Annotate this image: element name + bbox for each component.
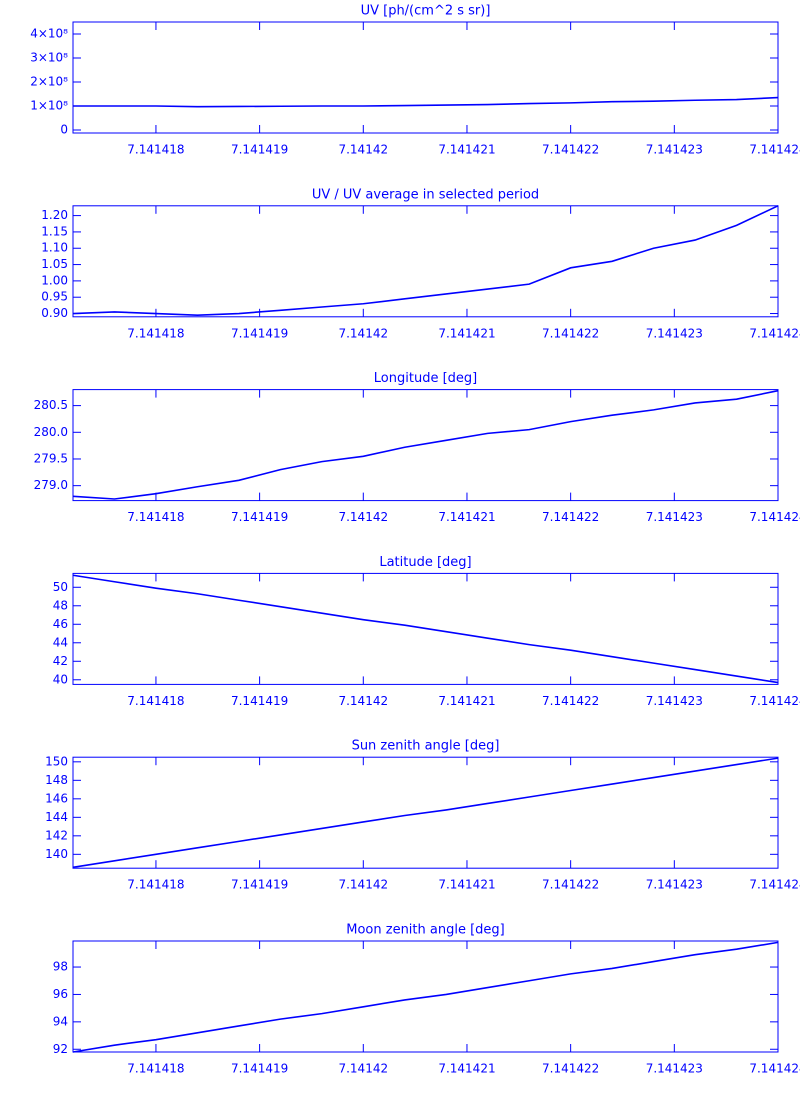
x-tick-label: 7.14142 xyxy=(338,143,388,157)
y-tick-label: 98 xyxy=(53,960,68,974)
y-tick-label: 146 xyxy=(45,791,68,805)
y-tick-label: 96 xyxy=(53,987,68,1001)
x-tick-label: 7.141418 xyxy=(127,326,184,340)
y-tick-label: 150 xyxy=(45,754,68,768)
x-tick-label: 7.14142 xyxy=(338,878,388,892)
y-tick-label: 144 xyxy=(45,810,68,824)
x-tick-label: 7.14142 xyxy=(338,694,388,708)
data-line xyxy=(72,574,779,684)
x-tick-label: 7.141419 xyxy=(231,878,288,892)
y-tick-label: 279.0 xyxy=(34,478,68,492)
y-tick-label: 3×10⁸ xyxy=(30,51,68,65)
x-tick-label: 7.141423 xyxy=(646,878,703,892)
y-tick-label: 1.20 xyxy=(41,208,68,222)
y-tick-label: 140 xyxy=(45,847,68,861)
x-tick-label: 7.14142 xyxy=(338,326,388,340)
y-tick-label: 280.0 xyxy=(34,425,68,439)
y-tick-label: 4×10⁸ xyxy=(30,27,68,41)
y-tick-label: 0.90 xyxy=(41,306,68,320)
y-tick-label: 148 xyxy=(45,773,68,787)
y-tick-label: 0.95 xyxy=(41,290,68,304)
y-tick-label: 94 xyxy=(53,1014,68,1028)
plot-frame xyxy=(72,940,779,1053)
y-tick-label: 0 xyxy=(60,123,68,137)
x-tick-label: 7.141418 xyxy=(127,1062,184,1076)
x-tick-label: 7.14142 xyxy=(338,1062,388,1076)
y-tick-label: 46 xyxy=(53,617,68,631)
y-tick-label: 48 xyxy=(53,598,68,612)
x-tick-label: 7.141423 xyxy=(646,143,703,157)
x-tick-label: 7.141422 xyxy=(542,510,599,524)
plot-frame xyxy=(72,205,779,318)
x-tick-label: 7.141422 xyxy=(542,878,599,892)
x-tick-label: 7.141418 xyxy=(127,143,184,157)
x-tick-label: 7.141419 xyxy=(231,510,288,524)
x-tick-label: 7.141419 xyxy=(231,694,288,708)
data-line xyxy=(72,941,779,1053)
y-tick-label: 40 xyxy=(53,672,68,686)
chart-title: Moon zenith angle [deg] xyxy=(346,923,504,938)
y-tick-label: 1.10 xyxy=(41,241,68,255)
chart-title: Longitude [deg] xyxy=(374,371,477,386)
x-tick-label: 7.141421 xyxy=(438,143,495,157)
y-tick-label: 1.15 xyxy=(41,224,68,238)
y-tick-label: 92 xyxy=(53,1042,68,1056)
plot-frame xyxy=(72,756,779,869)
x-tick-label: 7.141423 xyxy=(646,510,703,524)
y-tick-label: 280.5 xyxy=(34,398,68,412)
x-tick-label: 7.141423 xyxy=(646,694,703,708)
x-tick-label: 7.141418 xyxy=(127,694,184,708)
x-tick-label: 7.141421 xyxy=(438,326,495,340)
chart-title: Sun zenith angle [deg] xyxy=(352,739,500,754)
x-tick-label: 7.141423 xyxy=(646,326,703,340)
x-tick-label: 7.141422 xyxy=(542,1062,599,1076)
y-tick-label: 44 xyxy=(53,635,68,649)
x-tick-label: 7.141421 xyxy=(438,694,495,708)
y-tick-label: 1.05 xyxy=(41,257,68,271)
y-tick-label: 142 xyxy=(45,828,68,842)
x-tick-label: 7.141421 xyxy=(438,878,495,892)
x-tick-label: 7.141418 xyxy=(127,878,184,892)
y-tick-label: 50 xyxy=(53,580,68,594)
x-tick-label: 7.141422 xyxy=(542,143,599,157)
plot-frame xyxy=(72,21,779,134)
chart-title: Latitude [deg] xyxy=(379,555,471,570)
data-line xyxy=(73,96,779,108)
x-tick-label: 7.141419 xyxy=(231,1062,288,1076)
plot-frame xyxy=(72,572,779,685)
x-tick-label: 7.141419 xyxy=(231,326,288,340)
y-tick-label: 1×10⁸ xyxy=(30,99,68,113)
y-tick-label: 1.00 xyxy=(41,273,68,287)
data-line xyxy=(72,205,779,316)
x-tick-label: 7.141421 xyxy=(438,510,495,524)
data-line xyxy=(72,389,779,500)
x-tick-label: 7.141422 xyxy=(542,326,599,340)
y-tick-label: 42 xyxy=(53,654,68,668)
x-tick-label: 7.141419 xyxy=(231,143,288,157)
y-tick-label: 279.5 xyxy=(34,451,68,465)
x-tick-label: 7.141422 xyxy=(542,694,599,708)
chart-title: UV [ph/(cm^2 s sr)] xyxy=(361,4,491,19)
y-tick-label: 2×10⁸ xyxy=(30,75,68,89)
chart-title: UV / UV average in selected period xyxy=(312,187,539,202)
plot-frame xyxy=(72,389,779,502)
x-tick-label: 7.141423 xyxy=(646,1062,703,1076)
x-tick-label: 7.14142 xyxy=(338,510,388,524)
x-tick-label: 7.141421 xyxy=(438,1062,495,1076)
data-line xyxy=(72,757,779,869)
x-tick-label: 7.141418 xyxy=(127,510,184,524)
